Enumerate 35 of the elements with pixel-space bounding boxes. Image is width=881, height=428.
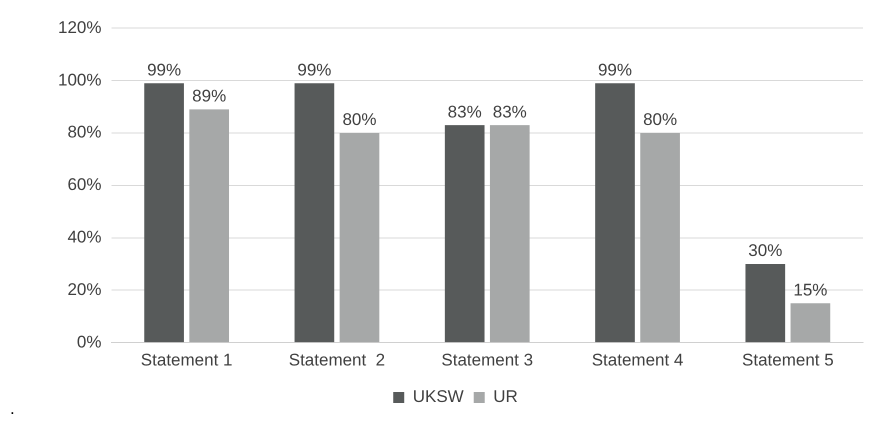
y-tick-label: 80% xyxy=(67,122,102,142)
data-label: 99% xyxy=(598,60,632,80)
bar xyxy=(189,109,230,342)
y-tick-label: 60% xyxy=(67,175,102,194)
bar xyxy=(745,264,786,342)
y-tick-label: 20% xyxy=(67,280,102,299)
bar xyxy=(790,303,830,342)
bar xyxy=(490,125,530,342)
text: . xyxy=(10,399,15,418)
bar xyxy=(144,83,184,342)
bar xyxy=(640,133,680,342)
data-label: 99% xyxy=(147,60,182,80)
data-label: 89% xyxy=(192,86,226,106)
data-label: 99% xyxy=(297,60,332,80)
y-tick-label: 40% xyxy=(67,227,102,246)
data-label: 80% xyxy=(643,110,678,130)
data-label: 83% xyxy=(492,102,527,122)
bar xyxy=(444,125,485,342)
x-tick-label: Statement 3 xyxy=(441,350,534,370)
data-label: 80% xyxy=(342,110,376,130)
y-tick-label: 0% xyxy=(76,332,102,352)
bar xyxy=(294,83,334,342)
x-tick-label: Statement 5 xyxy=(742,350,834,370)
x-tick-label: Statement 4 xyxy=(592,350,684,370)
legend-label: UR xyxy=(493,387,518,406)
y-tick-label: 100% xyxy=(58,70,102,90)
x-tick-label: Statement 2 xyxy=(288,350,386,370)
bar xyxy=(595,83,635,342)
data-label: 15% xyxy=(793,280,828,300)
y-tick-label: 120% xyxy=(58,18,102,37)
legend-label: UKSW xyxy=(412,387,464,406)
data-label: 30% xyxy=(748,241,782,260)
data-label: 83% xyxy=(448,102,482,122)
bar xyxy=(340,133,380,342)
x-tick-label: Statement 1 xyxy=(140,350,232,370)
